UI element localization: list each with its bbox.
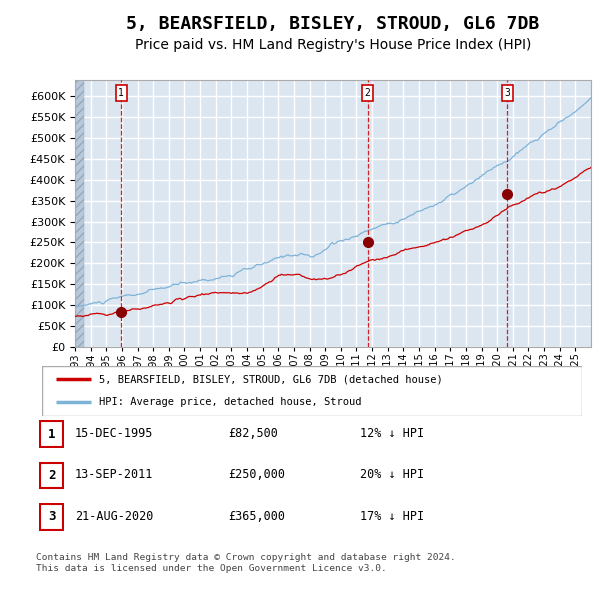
- Text: 1: 1: [48, 428, 55, 441]
- FancyBboxPatch shape: [42, 366, 582, 416]
- Text: 12% ↓ HPI: 12% ↓ HPI: [360, 427, 424, 440]
- Text: 13-SEP-2011: 13-SEP-2011: [75, 468, 154, 481]
- Text: Price paid vs. HM Land Registry's House Price Index (HPI): Price paid vs. HM Land Registry's House …: [135, 38, 531, 53]
- Text: 5, BEARSFIELD, BISLEY, STROUD, GL6 7DB (detached house): 5, BEARSFIELD, BISLEY, STROUD, GL6 7DB (…: [98, 374, 442, 384]
- FancyBboxPatch shape: [40, 463, 63, 489]
- Text: 5, BEARSFIELD, BISLEY, STROUD, GL6 7DB: 5, BEARSFIELD, BISLEY, STROUD, GL6 7DB: [127, 15, 539, 33]
- Text: 3: 3: [504, 88, 510, 98]
- FancyBboxPatch shape: [40, 421, 63, 447]
- Text: 2: 2: [365, 88, 370, 98]
- Text: 21-AUG-2020: 21-AUG-2020: [75, 510, 154, 523]
- Text: Contains HM Land Registry data © Crown copyright and database right 2024.
This d: Contains HM Land Registry data © Crown c…: [36, 553, 456, 573]
- Text: 20% ↓ HPI: 20% ↓ HPI: [360, 468, 424, 481]
- Text: HPI: Average price, detached house, Stroud: HPI: Average price, detached house, Stro…: [98, 398, 361, 408]
- Text: 3: 3: [48, 510, 55, 523]
- Text: 2: 2: [48, 469, 55, 482]
- Text: 17% ↓ HPI: 17% ↓ HPI: [360, 510, 424, 523]
- Text: £250,000: £250,000: [228, 468, 285, 481]
- Text: £365,000: £365,000: [228, 510, 285, 523]
- Text: 1: 1: [118, 88, 124, 98]
- FancyBboxPatch shape: [40, 504, 63, 530]
- Text: £82,500: £82,500: [228, 427, 278, 440]
- Text: 15-DEC-1995: 15-DEC-1995: [75, 427, 154, 440]
